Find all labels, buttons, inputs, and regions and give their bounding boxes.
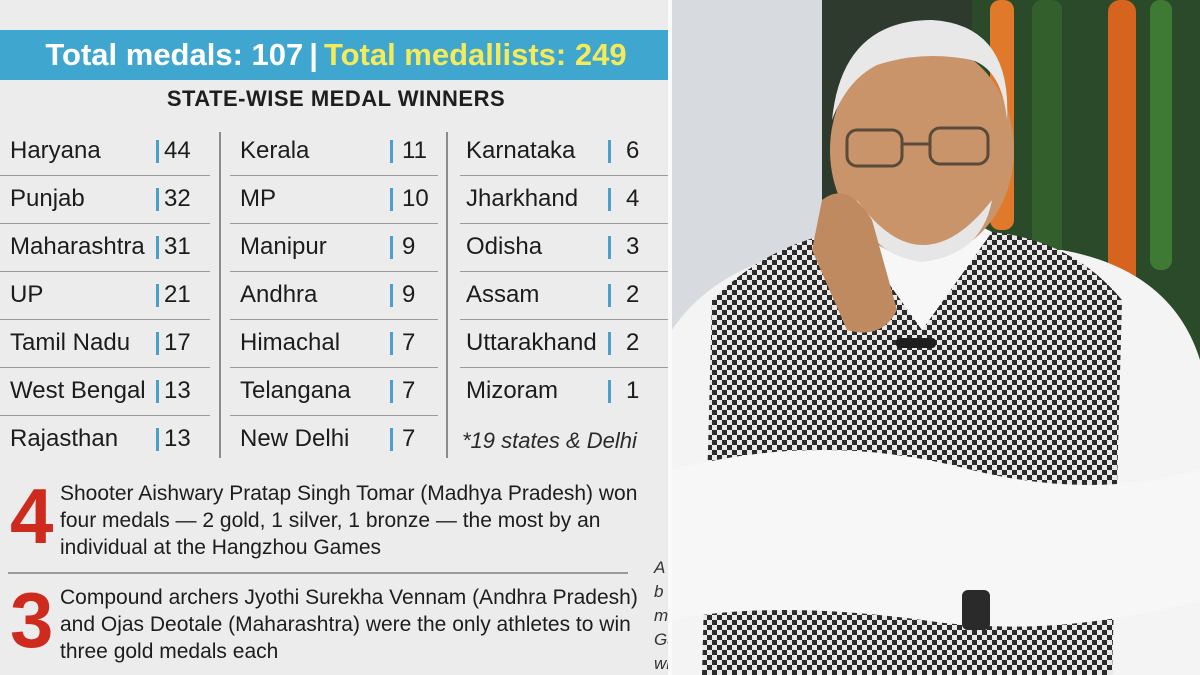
- table-row: Andhra 9: [230, 272, 438, 320]
- state-name: Mizoram: [466, 377, 559, 404]
- divider: [8, 572, 628, 574]
- column-divider: [446, 132, 448, 458]
- beard: [857, 200, 992, 262]
- medal-count: 4: [626, 185, 640, 212]
- image-divider: [668, 0, 674, 675]
- medal-count: 6: [626, 137, 640, 164]
- table-row: Maharashtra 31: [0, 224, 210, 272]
- face: [830, 42, 1014, 258]
- table-row: Telangana 7: [230, 368, 438, 416]
- state-name: Karnataka: [466, 137, 576, 164]
- hair: [832, 20, 1008, 120]
- state-name: UP: [10, 281, 44, 308]
- medal-count: 11: [402, 137, 427, 164]
- medal-count: 2: [626, 281, 640, 308]
- table-row: Haryana 44: [0, 128, 210, 176]
- medal-column-2: Kerala 11 MP 10 Manipur 9 Andhra 9 Himachal 7…: [230, 128, 438, 464]
- table-title: STATE-WISE MEDAL WINNERS: [166, 86, 506, 111]
- table-row: Assam 2: [460, 272, 672, 320]
- medal-count: 9: [402, 233, 416, 260]
- state-name: Tamil Nadu: [10, 329, 131, 356]
- state-name: Odisha: [466, 233, 543, 260]
- state-name: Rajasthan: [10, 425, 119, 452]
- table-row: Himachal 7: [230, 320, 438, 368]
- medal-column-3: Karnataka 6 Jharkhand 4 Odisha 3 Assam 2 Utt…: [460, 128, 672, 416]
- fact-number: 3: [10, 576, 54, 664]
- state-name: Manipur: [240, 233, 327, 260]
- glasses: [845, 126, 990, 168]
- table-row: Odisha 3: [460, 224, 672, 272]
- table-row: Rajasthan 13: [0, 416, 210, 464]
- medal-count: 7: [402, 425, 416, 452]
- wristwatch: [962, 590, 990, 630]
- cut-off-column-text: A b m Ga wh: [654, 558, 672, 673]
- medal-count: 31: [164, 233, 191, 260]
- totals-banner: Total medals: 107 | Total medallists: 249: [0, 30, 672, 80]
- table-row: Kerala 11: [230, 128, 438, 176]
- medal-count: 1: [626, 377, 640, 404]
- state-name: MP: [240, 185, 276, 212]
- medal-count: 9: [402, 281, 416, 308]
- table-row: Tamil Nadu 17: [0, 320, 210, 368]
- medal-count: 3: [626, 233, 640, 260]
- footnote: *19 states & Delhi: [462, 428, 637, 453]
- table-row: MP 10: [230, 176, 438, 224]
- medal-count: 21: [164, 281, 191, 308]
- table-row: UP 21: [0, 272, 210, 320]
- state-name: Assam: [466, 281, 540, 308]
- table-row: Punjab 32: [0, 176, 210, 224]
- table-row: Mizoram 1: [460, 368, 672, 416]
- state-name: Maharashtra: [10, 233, 145, 260]
- crossed-arms: [672, 450, 1200, 627]
- state-name: New Delhi: [240, 425, 350, 452]
- column-divider: [219, 132, 221, 458]
- state-name: Kerala: [240, 137, 310, 164]
- total-medallists: Total medallists: 249: [323, 37, 627, 72]
- fact-number: 4: [10, 472, 54, 560]
- newspaper-clipping: Total medals: 107 | Total medallists: 249 …: [0, 0, 672, 675]
- medal-count: 17: [164, 329, 191, 356]
- marigold-garland: [990, 0, 1172, 320]
- total-medals: Total medals: 107: [45, 37, 304, 72]
- table-row: New Delhi 7: [230, 416, 438, 464]
- state-name: Jharkhand: [466, 185, 579, 212]
- table-row: Karnataka 6: [460, 128, 672, 176]
- state-name: Haryana: [10, 137, 101, 164]
- medal-column-1: Haryana 44 Punjab 32 Maharashtra 31 UP 21 Ta…: [0, 128, 210, 464]
- state-name: West Bengal: [10, 377, 146, 404]
- medal-count: 7: [402, 377, 416, 404]
- fact-text: Shooter Aishwary Pratap Singh Tomar (Mad…: [60, 482, 638, 559]
- state-name: Punjab: [10, 185, 85, 212]
- medal-count: 32: [164, 185, 191, 212]
- wrist-band: [896, 338, 936, 348]
- state-name: Andhra: [240, 281, 318, 308]
- table-row: Manipur 9: [230, 224, 438, 272]
- portrait-photo: [672, 0, 1200, 675]
- medal-count: 2: [626, 329, 640, 356]
- fact-text: Compound archers Jyothi Surekha Vennam (…: [60, 586, 638, 663]
- banner-separator: |: [309, 37, 318, 72]
- photo-panel: [672, 0, 1200, 675]
- table-row: Uttarakhand 2: [460, 320, 672, 368]
- medal-count: 13: [164, 377, 191, 404]
- medal-count: 10: [402, 185, 429, 212]
- medal-count: 44: [164, 137, 191, 164]
- state-name: Uttarakhand: [466, 329, 597, 356]
- state-name: Himachal: [240, 329, 341, 356]
- table-row: West Bengal 13: [0, 368, 210, 416]
- hand: [812, 193, 897, 333]
- medal-count: 7: [402, 329, 416, 356]
- table-row: Jharkhand 4: [460, 176, 672, 224]
- state-name: Telangana: [240, 377, 351, 404]
- medal-count: 13: [164, 425, 191, 452]
